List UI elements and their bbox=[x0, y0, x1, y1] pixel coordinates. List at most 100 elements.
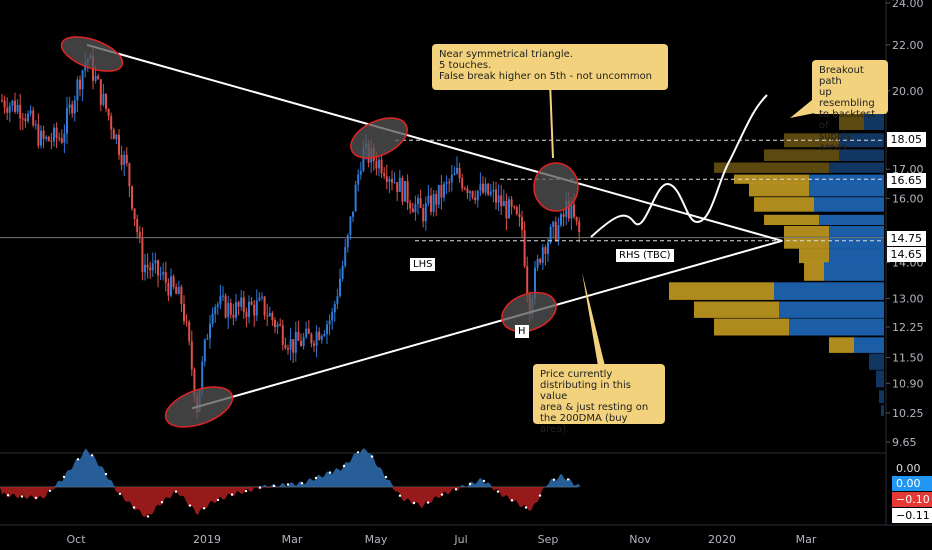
candle-body bbox=[63, 133, 66, 143]
candle-body bbox=[211, 313, 214, 324]
oscillator-dot bbox=[426, 501, 430, 504]
candle-body bbox=[573, 204, 575, 217]
candle-body bbox=[71, 104, 74, 114]
y-tick-label: 16.00 bbox=[892, 192, 924, 205]
volume-profile-sell-bar bbox=[819, 214, 884, 225]
volume-profile-buy-bar bbox=[784, 225, 829, 237]
candle-body bbox=[323, 334, 326, 336]
candle-body bbox=[19, 104, 22, 119]
volume-profile-sell-bar bbox=[854, 337, 884, 353]
candle-body bbox=[73, 100, 76, 114]
candle-body bbox=[552, 221, 555, 227]
candle-body bbox=[513, 206, 516, 208]
candle-body bbox=[248, 301, 250, 317]
triangle-trendline bbox=[191, 239, 783, 410]
candle-body bbox=[396, 182, 399, 192]
candle-body bbox=[570, 204, 573, 219]
volume-profile-buy-bar bbox=[764, 214, 819, 225]
candle-body bbox=[318, 331, 321, 340]
oscillator-dot bbox=[62, 475, 66, 479]
candle-body bbox=[474, 197, 477, 201]
candle-body bbox=[146, 264, 149, 268]
candle-body bbox=[435, 194, 438, 205]
candle-body bbox=[575, 216, 578, 222]
x-tick-label: Oct bbox=[66, 533, 86, 546]
candle-body bbox=[151, 263, 154, 271]
candle-body bbox=[193, 369, 196, 397]
candle-body bbox=[489, 191, 492, 195]
candle-body bbox=[469, 191, 471, 193]
candle-body bbox=[534, 267, 536, 299]
candle-body bbox=[55, 127, 58, 138]
candle-body bbox=[237, 302, 240, 307]
candle-body bbox=[68, 104, 71, 108]
volume-profile-sell-bar bbox=[829, 162, 884, 173]
candle-body bbox=[484, 183, 487, 193]
oscillator-dot bbox=[216, 498, 220, 502]
candle-body bbox=[391, 179, 393, 183]
candle-body bbox=[453, 173, 456, 175]
candle-body bbox=[466, 188, 469, 193]
oscillator-dot bbox=[118, 492, 122, 495]
candle-body bbox=[541, 247, 544, 263]
candle-body bbox=[461, 178, 464, 189]
candle-body bbox=[492, 189, 495, 192]
candle-body bbox=[242, 297, 245, 313]
osc-label-zero: 0.00 bbox=[896, 462, 921, 475]
candle-body bbox=[336, 296, 339, 304]
level-label-16-65: 16.65 bbox=[886, 173, 926, 188]
oscillator-dot bbox=[454, 488, 458, 491]
rhs-label: RHS (TBC) bbox=[616, 249, 674, 262]
volume-profile-sell-bar bbox=[879, 390, 884, 404]
candle-body bbox=[240, 297, 243, 307]
volume-profile-buy-bar bbox=[839, 111, 864, 130]
oscillator-dot bbox=[104, 472, 108, 476]
oscillator-dot bbox=[370, 455, 374, 458]
candle-body bbox=[424, 203, 427, 222]
candle-body bbox=[58, 137, 61, 139]
candle-body bbox=[287, 348, 289, 350]
candle-body bbox=[123, 154, 126, 165]
candle-body bbox=[141, 238, 144, 273]
candle-body bbox=[487, 183, 490, 195]
candle-body bbox=[157, 260, 159, 276]
candle-body bbox=[375, 161, 378, 169]
candle-body bbox=[32, 110, 35, 126]
candle-body bbox=[162, 272, 165, 275]
candle-body bbox=[164, 272, 167, 283]
candle-body bbox=[167, 282, 170, 296]
oscillator-dot bbox=[202, 507, 206, 510]
candle-body bbox=[284, 344, 287, 349]
candle-body bbox=[216, 304, 219, 308]
candle-body bbox=[261, 296, 263, 298]
candle-body bbox=[258, 297, 261, 301]
volume-profile-sell-bar bbox=[814, 197, 884, 212]
oscillator-negative-area bbox=[0, 487, 580, 518]
candle-body bbox=[326, 324, 328, 335]
candle-body bbox=[128, 163, 131, 187]
candle-body bbox=[110, 116, 113, 130]
candle-body bbox=[482, 183, 484, 193]
oscillator-dot bbox=[552, 478, 556, 481]
volume-profile-buy-bar bbox=[734, 174, 809, 184]
candle-body bbox=[578, 221, 581, 232]
candle-body bbox=[554, 221, 557, 241]
triangle-note: Near symmetrical triangle. 5 touches. Fa… bbox=[432, 44, 668, 90]
candle-body bbox=[422, 208, 425, 222]
breakout-note: Breakout path up resembling to backtest … bbox=[812, 60, 888, 153]
y-tick-label: 24.00 bbox=[892, 0, 924, 10]
candle-body bbox=[344, 247, 347, 266]
oscillator-dot bbox=[34, 496, 38, 499]
candle-body bbox=[443, 183, 445, 198]
candle-body bbox=[471, 191, 474, 198]
volume-profile-sell-bar bbox=[876, 370, 884, 388]
touch-ellipse bbox=[350, 117, 408, 159]
candle-body bbox=[544, 247, 547, 254]
oscillator-dot bbox=[524, 506, 528, 509]
candle-body bbox=[253, 304, 256, 316]
candle-body bbox=[448, 182, 451, 184]
candle-body bbox=[346, 234, 349, 248]
breakout-path bbox=[590, 94, 768, 238]
